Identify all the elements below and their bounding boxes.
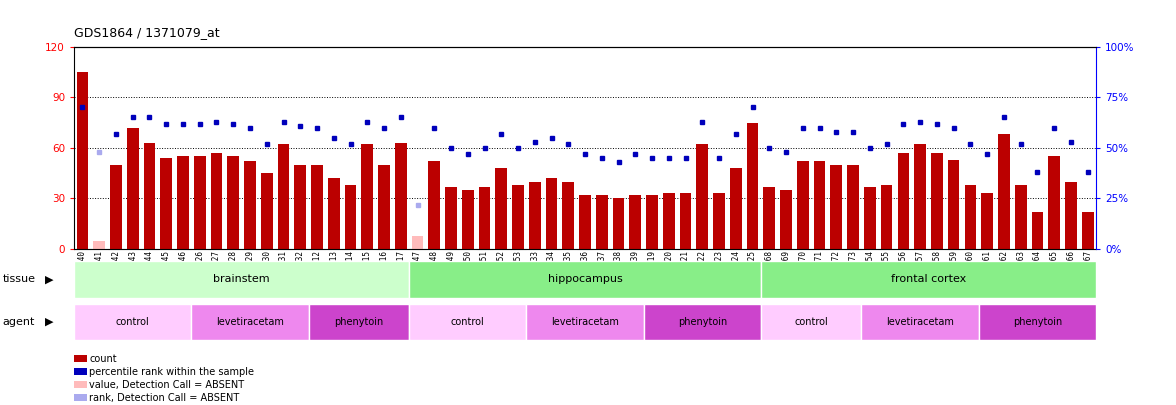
Bar [931, 153, 943, 249]
Bar [862, 304, 978, 340]
Text: tissue: tissue [2, 275, 35, 284]
Bar [562, 181, 574, 249]
Bar [328, 178, 340, 249]
Bar [395, 143, 407, 249]
Bar [663, 194, 675, 249]
Text: levetiracetam: levetiracetam [887, 317, 954, 327]
Bar [881, 185, 893, 249]
Bar [143, 143, 155, 249]
Text: brainstem: brainstem [213, 275, 270, 284]
Text: phenytoin: phenytoin [1013, 317, 1062, 327]
Bar [1048, 156, 1060, 249]
Bar [761, 304, 862, 340]
Bar [178, 156, 189, 249]
Bar [527, 304, 643, 340]
Text: rank, Detection Call = ABSENT: rank, Detection Call = ABSENT [89, 393, 240, 403]
Bar [696, 145, 708, 249]
Bar [245, 161, 256, 249]
Bar [964, 185, 976, 249]
Bar [93, 241, 105, 249]
Bar [761, 261, 1096, 298]
Bar [194, 156, 206, 249]
Bar [596, 195, 608, 249]
Text: control: control [116, 317, 149, 327]
Bar [462, 190, 474, 249]
Bar [312, 165, 323, 249]
Text: levetiracetam: levetiracetam [216, 317, 283, 327]
Bar [76, 72, 88, 249]
Bar [680, 194, 691, 249]
Bar [412, 236, 423, 249]
Bar [409, 261, 761, 298]
Bar [495, 168, 507, 249]
Bar [211, 153, 222, 249]
Text: value, Detection Call = ABSENT: value, Detection Call = ABSENT [89, 380, 245, 390]
Bar [948, 160, 960, 249]
Bar [294, 165, 306, 249]
Bar [847, 165, 858, 249]
Bar [580, 195, 590, 249]
Bar [814, 161, 826, 249]
Bar [278, 145, 289, 249]
Bar [409, 304, 527, 340]
Bar [111, 165, 122, 249]
Bar [261, 173, 273, 249]
Bar [160, 158, 172, 249]
Bar [643, 304, 761, 340]
Bar [830, 165, 842, 249]
Bar [780, 190, 791, 249]
Text: GDS1864 / 1371079_at: GDS1864 / 1371079_at [74, 26, 220, 39]
Bar [192, 304, 308, 340]
Text: phenytoin: phenytoin [677, 317, 727, 327]
Bar [127, 128, 139, 249]
Bar [981, 194, 993, 249]
Bar [361, 145, 373, 249]
Bar [1065, 181, 1077, 249]
Bar [998, 134, 1010, 249]
Bar [446, 187, 457, 249]
Bar [479, 187, 490, 249]
Bar [74, 304, 192, 340]
Text: percentile rank within the sample: percentile rank within the sample [89, 367, 254, 377]
Bar [529, 181, 541, 249]
Text: control: control [450, 317, 485, 327]
Bar [629, 195, 641, 249]
Text: count: count [89, 354, 116, 364]
Bar [308, 304, 409, 340]
Bar [797, 161, 809, 249]
Text: ▶: ▶ [45, 317, 53, 327]
Bar [379, 165, 390, 249]
Bar [74, 261, 409, 298]
Bar [897, 153, 909, 249]
Bar [345, 185, 356, 249]
Bar [747, 122, 759, 249]
Bar [914, 145, 926, 249]
Text: control: control [794, 317, 828, 327]
Bar [428, 161, 440, 249]
Bar [513, 185, 524, 249]
Text: ▶: ▶ [45, 275, 53, 284]
Bar [713, 194, 724, 249]
Bar [646, 195, 657, 249]
Text: hippocampus: hippocampus [548, 275, 622, 284]
Bar [546, 178, 557, 249]
Text: phenytoin: phenytoin [334, 317, 383, 327]
Text: levetiracetam: levetiracetam [552, 317, 619, 327]
Text: agent: agent [2, 317, 35, 327]
Bar [613, 198, 624, 249]
Text: frontal cortex: frontal cortex [891, 275, 967, 284]
Bar [730, 168, 742, 249]
Bar [978, 304, 1096, 340]
Bar [763, 187, 775, 249]
Bar [864, 187, 876, 249]
Bar [1031, 212, 1043, 249]
Bar [1082, 212, 1094, 249]
Bar [227, 156, 239, 249]
Bar [1015, 185, 1027, 249]
